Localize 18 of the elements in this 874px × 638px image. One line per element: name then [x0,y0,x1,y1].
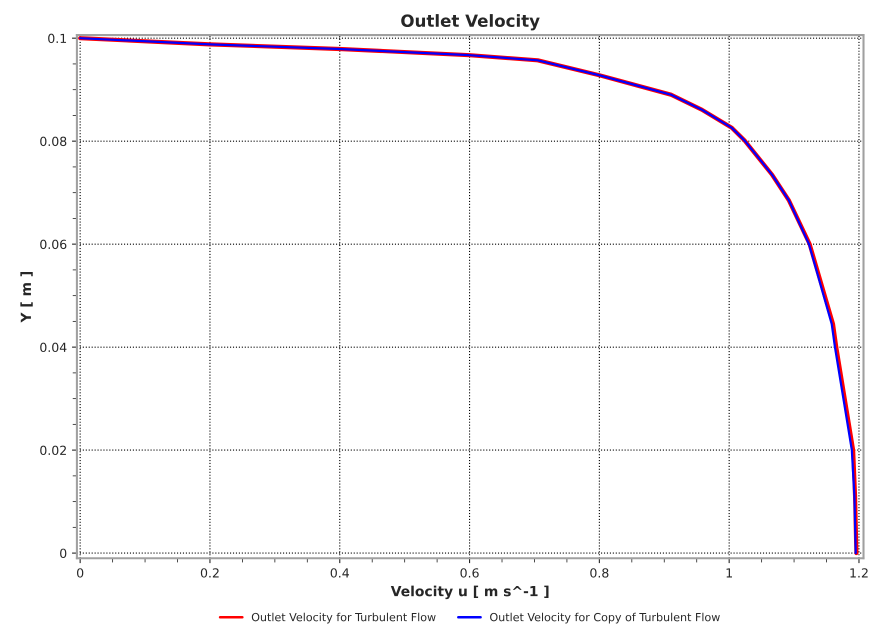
y-tick-label: 0 [60,548,66,558]
x-tick-label: 1 [726,568,732,578]
y-tick-label: 0.1 [48,34,66,44]
legend-label: Outlet Velocity for Copy of Turbulent Flow [490,612,720,624]
legend-label: Outlet Velocity for Turbulent Flow [252,612,436,624]
x-tick-label: 0.8 [590,568,608,578]
x-tick-label: 1.2 [850,568,868,578]
x-axis-title: Velocity u [ m s^-1 ] [390,586,548,600]
x-tick-label: 0.6 [460,568,479,578]
y-tick-label: 0.08 [40,136,66,146]
y-tick-label: 0.02 [40,446,66,456]
y-axis-title: Y [ m ] [20,272,33,323]
chart-title: Outlet Velocity [401,14,540,30]
y-tick-label: 0.06 [40,240,66,250]
x-tick-label: 0 [77,568,84,578]
x-tick-label: 0.2 [200,568,219,578]
y-tick-label: 0.04 [40,342,66,352]
x-tick-label: 0.4 [330,568,349,578]
